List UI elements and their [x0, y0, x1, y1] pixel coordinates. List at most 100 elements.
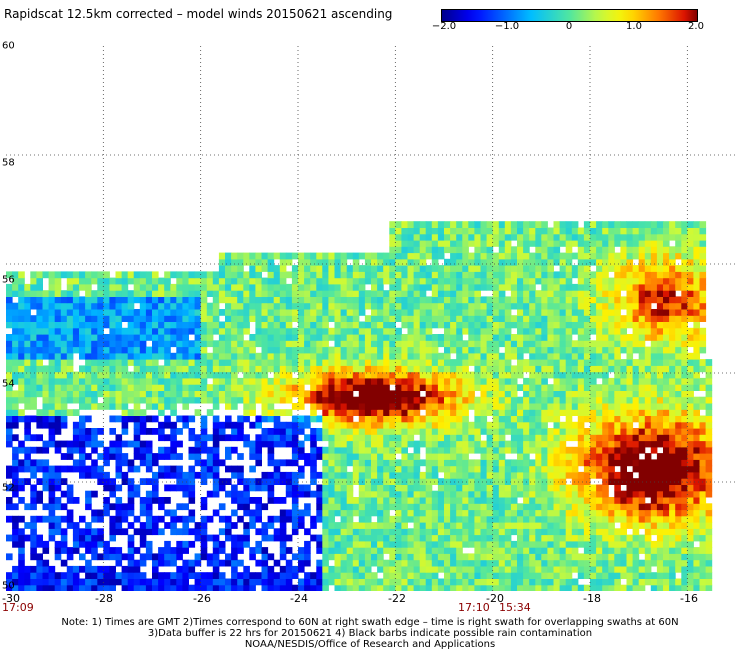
- wind-difference-cell: [316, 371, 323, 379]
- wind-difference-cell: [535, 296, 542, 304]
- wind-difference-cell: [395, 290, 402, 297]
- wind-difference-cell: [389, 522, 396, 529]
- wind-difference-cell: [377, 390, 384, 398]
- wind-difference-cell: [681, 509, 688, 517]
- wind-difference-cell: [85, 415, 92, 423]
- wind-difference-cell: [85, 528, 92, 536]
- wind-difference-cell: [334, 459, 342, 467]
- wind-difference-cell: [583, 327, 591, 335]
- wind-difference-cell: [6, 578, 13, 586]
- wind-difference-cell: [529, 390, 536, 398]
- wind-difference-cell: [468, 296, 475, 304]
- wind-difference-cell: [261, 428, 269, 435]
- wind-difference-cell: [669, 346, 676, 354]
- wind-difference-cell: [261, 409, 269, 416]
- wind-difference-cell: [681, 522, 688, 529]
- wind-difference-cell: [352, 465, 360, 473]
- wind-difference-cell: [559, 534, 567, 542]
- wind-difference-cell: [456, 534, 463, 542]
- wind-difference-cell: [170, 465, 177, 473]
- wind-difference-cell: [85, 321, 92, 329]
- wind-difference-cell: [401, 440, 408, 448]
- wind-difference-cell: [352, 421, 360, 429]
- wind-difference-cell: [638, 309, 646, 316]
- wind-difference-cell: [225, 283, 232, 291]
- wind-difference-cell: [553, 340, 561, 348]
- wind-difference-cell: [486, 465, 494, 473]
- wind-difference-cell: [85, 290, 92, 297]
- wind-difference-cell: [425, 497, 433, 504]
- wind-difference-cell: [474, 359, 481, 366]
- wind-difference-cell: [48, 359, 56, 366]
- wind-difference-cell: [632, 334, 640, 341]
- wind-difference-cell: [486, 540, 494, 548]
- wind-difference-cell: [644, 547, 652, 554]
- wind-difference-cell: [66, 465, 74, 473]
- wind-difference-cell: [298, 490, 305, 498]
- wind-difference-cell: [468, 572, 475, 579]
- wind-difference-cell: [547, 515, 554, 523]
- wind-difference-cell: [419, 428, 427, 435]
- wind-difference-cell: [340, 346, 348, 354]
- wind-difference-cell: [103, 296, 110, 304]
- wind-difference-cell: [450, 327, 457, 335]
- wind-difference-cell: [590, 377, 597, 385]
- wind-difference-cell: [36, 346, 43, 354]
- wind-difference-cell: [456, 290, 463, 297]
- wind-difference-cell: [663, 346, 670, 354]
- wind-difference-cell: [456, 572, 463, 579]
- wind-difference-cell: [255, 352, 262, 360]
- wind-difference-cell: [231, 340, 238, 348]
- wind-difference-cell: [279, 334, 287, 341]
- wind-difference-cell: [596, 528, 603, 536]
- wind-difference-cell: [121, 403, 129, 410]
- wind-difference-cell: [529, 334, 536, 341]
- wind-difference-cell: [583, 497, 591, 504]
- wind-difference-cell: [510, 522, 518, 529]
- wind-difference-cell: [54, 371, 62, 379]
- wind-difference-cell: [407, 440, 415, 448]
- wind-difference-cell: [145, 390, 153, 398]
- wind-difference-cell: [206, 352, 214, 360]
- wind-difference-cell: [145, 578, 153, 586]
- wind-difference-cell: [523, 315, 530, 322]
- wind-difference-cell: [492, 359, 500, 366]
- wind-difference-cell: [79, 302, 86, 310]
- wind-difference-cell: [279, 302, 287, 310]
- wind-difference-cell: [310, 465, 317, 473]
- wind-difference-cell: [115, 296, 123, 304]
- wind-difference-cell: [474, 283, 481, 291]
- wind-difference-cell: [97, 346, 104, 354]
- wind-difference-cell: [371, 321, 378, 329]
- wind-difference-cell: [60, 346, 68, 354]
- wind-difference-cell: [492, 471, 500, 479]
- wind-difference-cell: [547, 290, 554, 297]
- wind-difference-cell: [133, 578, 141, 586]
- wind-difference-cell: [450, 334, 457, 341]
- wind-difference-cell: [614, 478, 621, 485]
- wind-difference-cell: [565, 584, 573, 591]
- wind-difference-cell: [133, 428, 141, 435]
- wind-difference-cell: [72, 390, 80, 398]
- wind-difference-cell: [675, 334, 682, 341]
- wind-difference-cell: [675, 515, 682, 523]
- wind-difference-cell: [626, 359, 634, 366]
- wind-difference-cell: [669, 484, 676, 492]
- wind-difference-cell: [571, 346, 579, 354]
- wind-difference-cell: [687, 471, 694, 479]
- wind-difference-cell: [139, 377, 147, 385]
- wind-difference-cell: [115, 446, 123, 454]
- wind-difference-cell: [249, 346, 256, 354]
- wind-difference-cell: [644, 390, 652, 398]
- wind-difference-cell: [127, 302, 135, 310]
- wind-difference-cell: [699, 471, 707, 479]
- wind-difference-cell: [492, 540, 500, 548]
- wind-difference-cell: [583, 309, 591, 316]
- wind-difference-cell: [158, 334, 165, 341]
- wind-difference-cell: [632, 459, 640, 467]
- wind-difference-cell: [626, 515, 634, 523]
- wind-difference-cell: [109, 403, 116, 410]
- wind-difference-cell: [541, 465, 548, 473]
- wind-difference-cell: [139, 584, 147, 591]
- wind-difference-cell: [103, 446, 110, 454]
